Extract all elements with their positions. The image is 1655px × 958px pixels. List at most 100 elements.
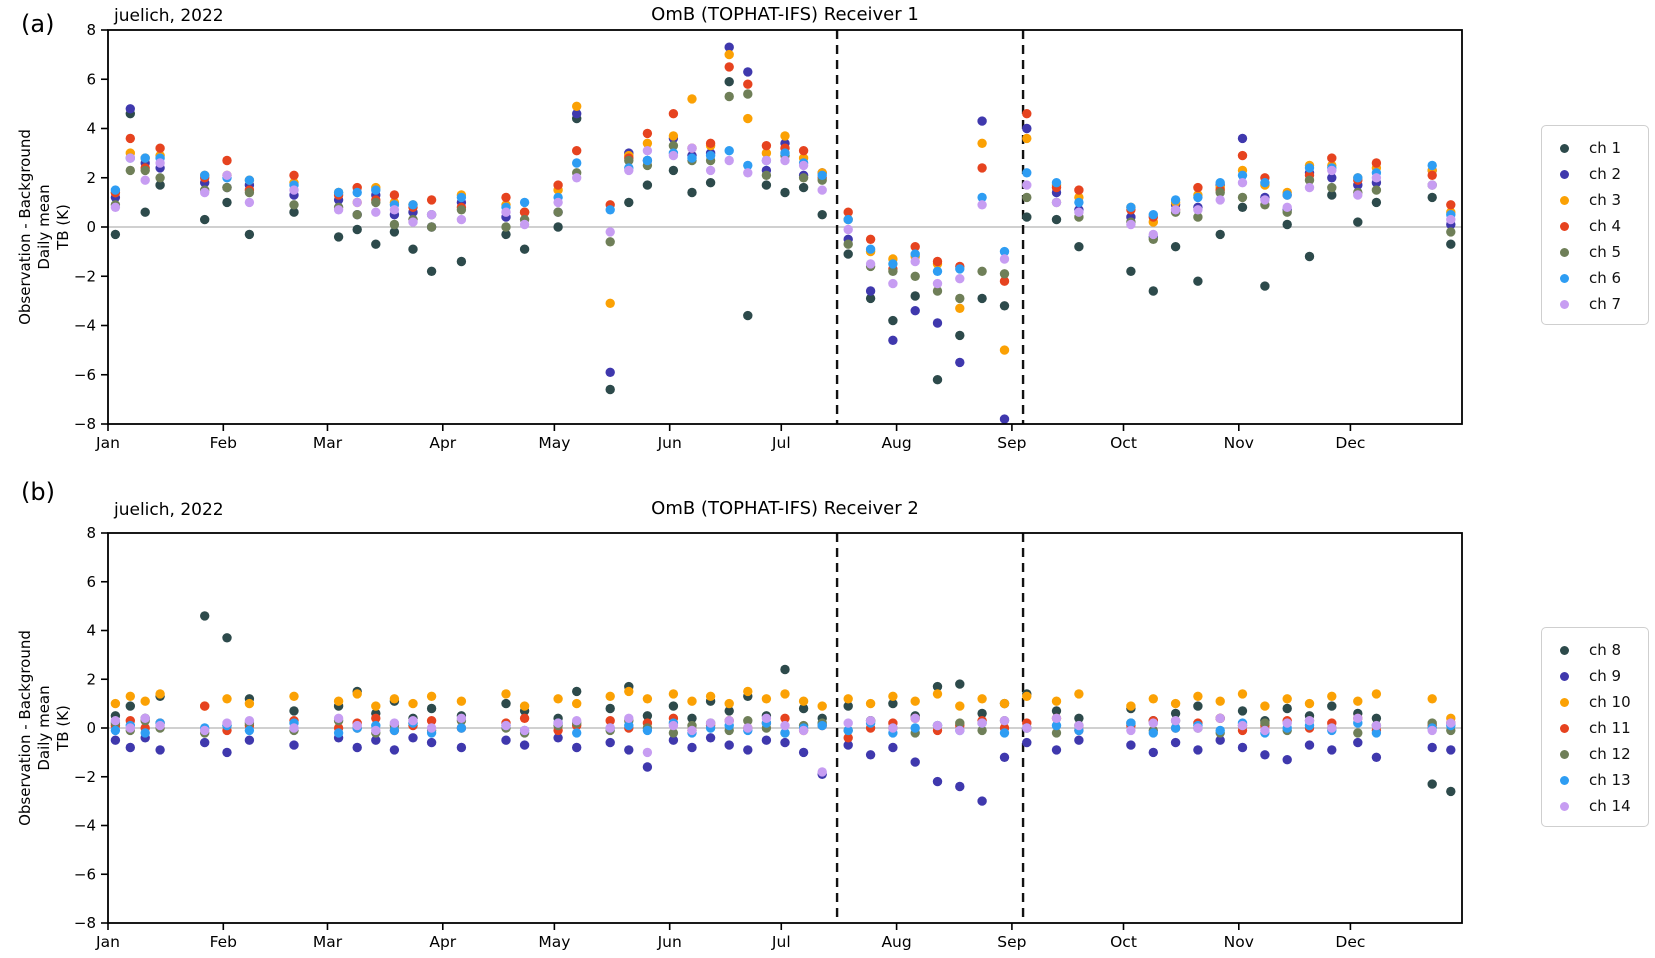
data-point xyxy=(932,681,943,692)
panel-b-label: (b) xyxy=(21,478,55,506)
data-point xyxy=(843,214,853,225)
y-tick-label: 2 xyxy=(86,670,96,688)
data-point xyxy=(426,691,437,701)
data-point xyxy=(798,747,809,758)
legend-item-ch-9: ch 9 xyxy=(1556,663,1642,689)
data-point xyxy=(110,229,121,240)
data-point xyxy=(1446,214,1456,225)
data-point xyxy=(1446,745,1456,755)
data-point xyxy=(1327,745,1337,755)
data-point xyxy=(705,165,716,176)
data-point xyxy=(1371,185,1382,195)
x-tick-label: Jan xyxy=(95,434,120,452)
data-point xyxy=(200,701,210,711)
data-point xyxy=(501,207,511,217)
data-point xyxy=(572,686,582,697)
data-point xyxy=(1427,160,1437,171)
data-point xyxy=(155,745,165,755)
data-point xyxy=(1260,701,1270,711)
data-point xyxy=(222,694,232,704)
data-point xyxy=(687,187,697,198)
data-point xyxy=(1022,212,1032,222)
data-point xyxy=(843,740,853,750)
data-point xyxy=(501,735,511,745)
data-point xyxy=(1260,750,1270,760)
data-point xyxy=(843,224,853,235)
data-point xyxy=(1193,723,1203,733)
data-point xyxy=(1074,207,1084,217)
data-point xyxy=(743,89,753,99)
legend-label: ch 4 xyxy=(1589,217,1622,235)
data-point xyxy=(743,67,753,77)
x-tick-label: Apr xyxy=(429,434,456,452)
data-point xyxy=(605,384,615,395)
data-point xyxy=(1215,229,1225,240)
data-point xyxy=(1148,694,1159,704)
data-point xyxy=(426,210,437,220)
data-point xyxy=(642,128,653,139)
data-point xyxy=(724,706,734,716)
data-point xyxy=(705,691,716,701)
data-point xyxy=(705,733,716,743)
data-point xyxy=(1282,718,1292,728)
data-point xyxy=(1327,723,1337,733)
legend-item-ch-8: ch 8 xyxy=(1556,637,1642,663)
data-point xyxy=(955,274,965,284)
data-point xyxy=(1371,689,1382,699)
data-point xyxy=(1022,691,1032,701)
x-tick-label: Oct xyxy=(1110,933,1137,951)
data-point xyxy=(572,146,582,156)
data-point xyxy=(605,205,615,215)
data-point xyxy=(572,109,582,119)
data-point xyxy=(140,165,150,176)
legend-receiver-2: ch 8 ch 9 ch 10 ch 11 ch 12 ch 13 ch 14 xyxy=(1541,627,1649,827)
data-point xyxy=(817,210,827,220)
data-point xyxy=(798,173,809,183)
data-point xyxy=(761,694,772,704)
legend-marker-icon xyxy=(1560,247,1569,257)
data-point xyxy=(1215,187,1225,198)
data-point xyxy=(140,713,150,723)
data-point xyxy=(389,725,400,736)
data-point xyxy=(642,694,653,704)
data-point xyxy=(865,286,876,296)
data-point xyxy=(553,222,563,232)
data-point xyxy=(1215,696,1225,706)
data-point xyxy=(1371,720,1382,731)
data-point xyxy=(624,720,634,731)
data-point xyxy=(624,155,634,166)
x-axis: Jan Feb Mar Apr May Jun Jul Aug Sep Oct Nov Dec xyxy=(95,424,1365,452)
data-point xyxy=(333,696,344,706)
x-tick-label: Mar xyxy=(313,933,343,951)
data-point xyxy=(389,190,400,200)
data-point xyxy=(1260,725,1270,736)
data-point xyxy=(888,278,898,289)
data-point xyxy=(999,698,1010,709)
data-point xyxy=(1304,740,1315,750)
data-point xyxy=(910,713,920,723)
data-point xyxy=(244,187,255,198)
data-point xyxy=(888,698,898,709)
data-point xyxy=(761,155,772,166)
data-point xyxy=(1126,701,1136,711)
data-point xyxy=(624,713,634,723)
data-point xyxy=(724,77,734,87)
data-point xyxy=(843,249,853,259)
data-point xyxy=(456,713,467,723)
data-point xyxy=(1446,718,1456,728)
legend-item-ch-5: ch 5 xyxy=(1556,239,1642,265)
data-point xyxy=(761,713,772,723)
x-tick-label: Dec xyxy=(1335,434,1365,452)
data-point xyxy=(977,200,987,210)
data-point xyxy=(724,91,734,102)
data-point xyxy=(668,728,679,738)
y-tick-label: 2 xyxy=(86,169,96,187)
data-point xyxy=(244,735,255,745)
data-point xyxy=(910,256,920,267)
data-point xyxy=(910,723,920,733)
data-point xyxy=(371,725,381,736)
data-point xyxy=(687,713,697,723)
data-point xyxy=(1237,192,1248,203)
